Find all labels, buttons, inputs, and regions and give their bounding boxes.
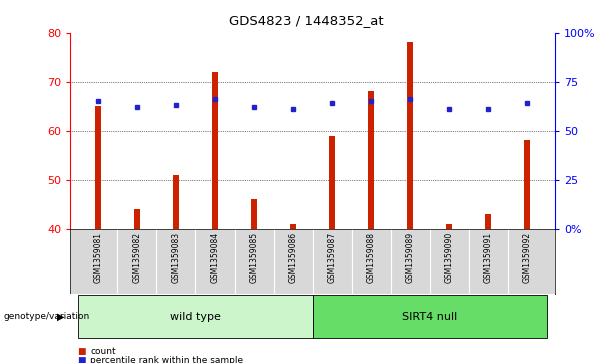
Text: GSM1359081: GSM1359081 [93,232,102,283]
Text: GSM1359088: GSM1359088 [367,232,376,283]
Text: GSM1359084: GSM1359084 [210,232,219,283]
Text: ■: ■ [77,347,85,355]
Bar [329,135,335,229]
Bar [368,91,374,229]
Bar [251,199,257,229]
Text: GSM1359087: GSM1359087 [328,232,337,283]
Bar [95,106,101,229]
Text: GDS4823 / 1448352_at: GDS4823 / 1448352_at [229,15,384,28]
Bar [78,295,313,338]
Text: percentile rank within the sample: percentile rank within the sample [90,356,243,363]
Text: GSM1359091: GSM1359091 [484,232,493,283]
Bar [134,209,140,229]
Text: count: count [90,347,116,355]
Bar [173,175,179,229]
Text: ▶: ▶ [57,312,64,322]
Text: GSM1359085: GSM1359085 [249,232,259,283]
Text: GSM1359086: GSM1359086 [289,232,297,283]
Text: GSM1359082: GSM1359082 [132,232,142,283]
Bar [485,214,491,229]
Bar [212,72,218,229]
Bar [446,224,452,229]
Bar [407,42,413,229]
Text: ■: ■ [77,356,85,363]
Text: GSM1359089: GSM1359089 [406,232,415,283]
Text: genotype/variation: genotype/variation [3,312,89,321]
Text: GSM1359092: GSM1359092 [523,232,532,283]
Bar [290,224,296,229]
Text: SIRT4 null: SIRT4 null [402,312,457,322]
Text: wild type: wild type [170,312,221,322]
Bar [525,140,530,229]
Bar [313,295,547,338]
Text: GSM1359083: GSM1359083 [172,232,180,283]
Text: GSM1359090: GSM1359090 [445,232,454,283]
